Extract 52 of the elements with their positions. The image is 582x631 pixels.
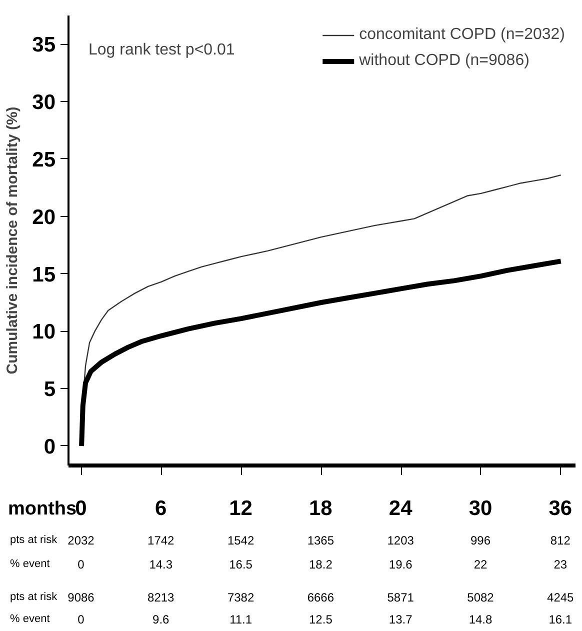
y-axis-title: Cumulative incidence of mortality (%) — [4, 106, 22, 374]
legend-label: concomitant COPD (n=2032) — [359, 26, 565, 44]
text: 16.1 — [548, 611, 572, 628]
text: 14.3 — [149, 556, 173, 574]
x-tick-label: 12 — [229, 496, 252, 522]
y-tick-label: 30 — [32, 91, 56, 114]
y-tick-label: 25 — [32, 148, 56, 172]
x-tick-label: 18 — [309, 496, 332, 522]
x-tick-label: 6 — [155, 496, 167, 522]
text: 9086 — [68, 589, 94, 606]
text: 8213 — [148, 589, 174, 606]
x-tick-label: 36 — [548, 496, 572, 522]
y-tick-label: 20 — [32, 206, 56, 229]
text: 812 — [550, 532, 570, 550]
text: 996 — [470, 532, 491, 550]
text: 11.1 — [230, 611, 252, 628]
text: 1742 — [148, 532, 174, 550]
y-tick-label: 15 — [32, 263, 56, 286]
y-tick-label: 10 — [32, 320, 56, 344]
text: 7382 — [227, 589, 254, 606]
y-tick-label: 5 — [44, 378, 56, 402]
text: 1365 — [307, 532, 334, 550]
text: % event — [10, 612, 50, 628]
text: 0 — [78, 611, 84, 628]
text: 6666 — [307, 589, 334, 606]
text: 1542 — [227, 532, 254, 550]
text: pts at risk — [10, 533, 58, 548]
text: 12.5 — [309, 611, 332, 628]
annotation: Log rank test p<0.01 — [88, 41, 235, 58]
legend-label: without COPD (n=9086) — [359, 52, 530, 70]
text: 23 — [554, 556, 568, 574]
text: 19.6 — [388, 556, 412, 574]
text: % event — [10, 557, 50, 572]
text: 0 — [78, 556, 84, 574]
text: 13.7 — [388, 611, 412, 628]
text: 4245 — [547, 589, 574, 606]
x-tick-label: 30 — [468, 496, 492, 522]
text: 5082 — [467, 589, 494, 606]
text: 22 — [474, 556, 488, 574]
text: 16.5 — [229, 556, 252, 574]
x-tick-label: 0 — [75, 496, 87, 522]
text: 1203 — [387, 532, 414, 550]
x-tick-label: 24 — [388, 496, 412, 522]
text: 2032 — [68, 532, 94, 550]
text: 18.2 — [309, 556, 332, 574]
text: pts at risk — [10, 590, 58, 606]
y-tick-label: 0 — [44, 435, 56, 458]
text: 5871 — [387, 589, 414, 606]
text: 9.6 — [152, 611, 170, 628]
x-axis-title: months — [8, 497, 77, 522]
text: 14.8 — [468, 611, 492, 628]
y-tick-label: 35 — [32, 34, 56, 57]
